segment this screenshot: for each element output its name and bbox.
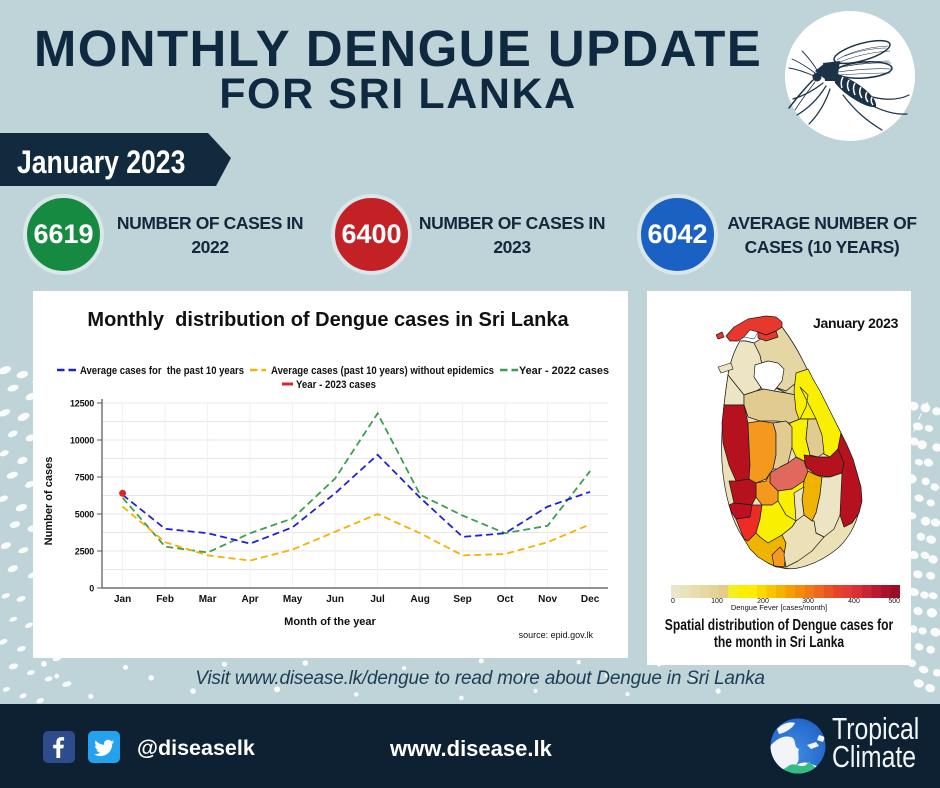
- svg-text:Nov: Nov: [538, 594, 557, 605]
- svg-text:Jan: Jan: [114, 594, 131, 605]
- svg-text:Dec: Dec: [581, 594, 600, 605]
- svg-text:0: 0: [89, 584, 94, 594]
- svg-text:Jun: Jun: [326, 594, 344, 605]
- svg-text:5000: 5000: [75, 510, 94, 520]
- svg-text:Average cases (past 10 years): Average cases (past 10 years) without ep…: [271, 365, 494, 377]
- svg-text:Jul: Jul: [370, 594, 385, 605]
- svg-text:May: May: [283, 594, 303, 605]
- svg-text:Year - 2022 cases: Year - 2022 cases: [519, 365, 609, 377]
- svg-text:12500: 12500: [70, 399, 94, 409]
- svg-text:Year - 2023 cases: Year - 2023 cases: [296, 379, 376, 391]
- svg-text:source: epid.gov.lk: source: epid.gov.lk: [519, 630, 594, 640]
- svg-text:Average cases for the past 10: Average cases for the past 10 years: [80, 365, 244, 377]
- svg-text:Feb: Feb: [156, 594, 174, 605]
- svg-text:300: 300: [802, 598, 814, 605]
- svg-text:400: 400: [848, 598, 860, 605]
- svg-text:Apr: Apr: [241, 594, 258, 605]
- svg-text:200: 200: [757, 598, 769, 605]
- svg-text:2500: 2500: [75, 547, 94, 557]
- svg-text:500: 500: [888, 598, 900, 605]
- svg-text:Number of cases: Number of cases: [43, 457, 55, 546]
- svg-text:0: 0: [671, 598, 675, 605]
- svg-text:7500: 7500: [75, 473, 94, 483]
- svg-text:100: 100: [711, 598, 723, 605]
- svg-text:10000: 10000: [70, 436, 94, 446]
- svg-text:Monthly distribution of Dengu: Monthly distribution of Dengue cases in …: [87, 309, 569, 331]
- svg-text:Month of the year: Month of the year: [284, 616, 376, 628]
- svg-text:Sep: Sep: [453, 594, 471, 605]
- svg-text:Aug: Aug: [410, 594, 429, 605]
- svg-text:Mar: Mar: [199, 594, 217, 605]
- svg-text:Oct: Oct: [497, 594, 514, 605]
